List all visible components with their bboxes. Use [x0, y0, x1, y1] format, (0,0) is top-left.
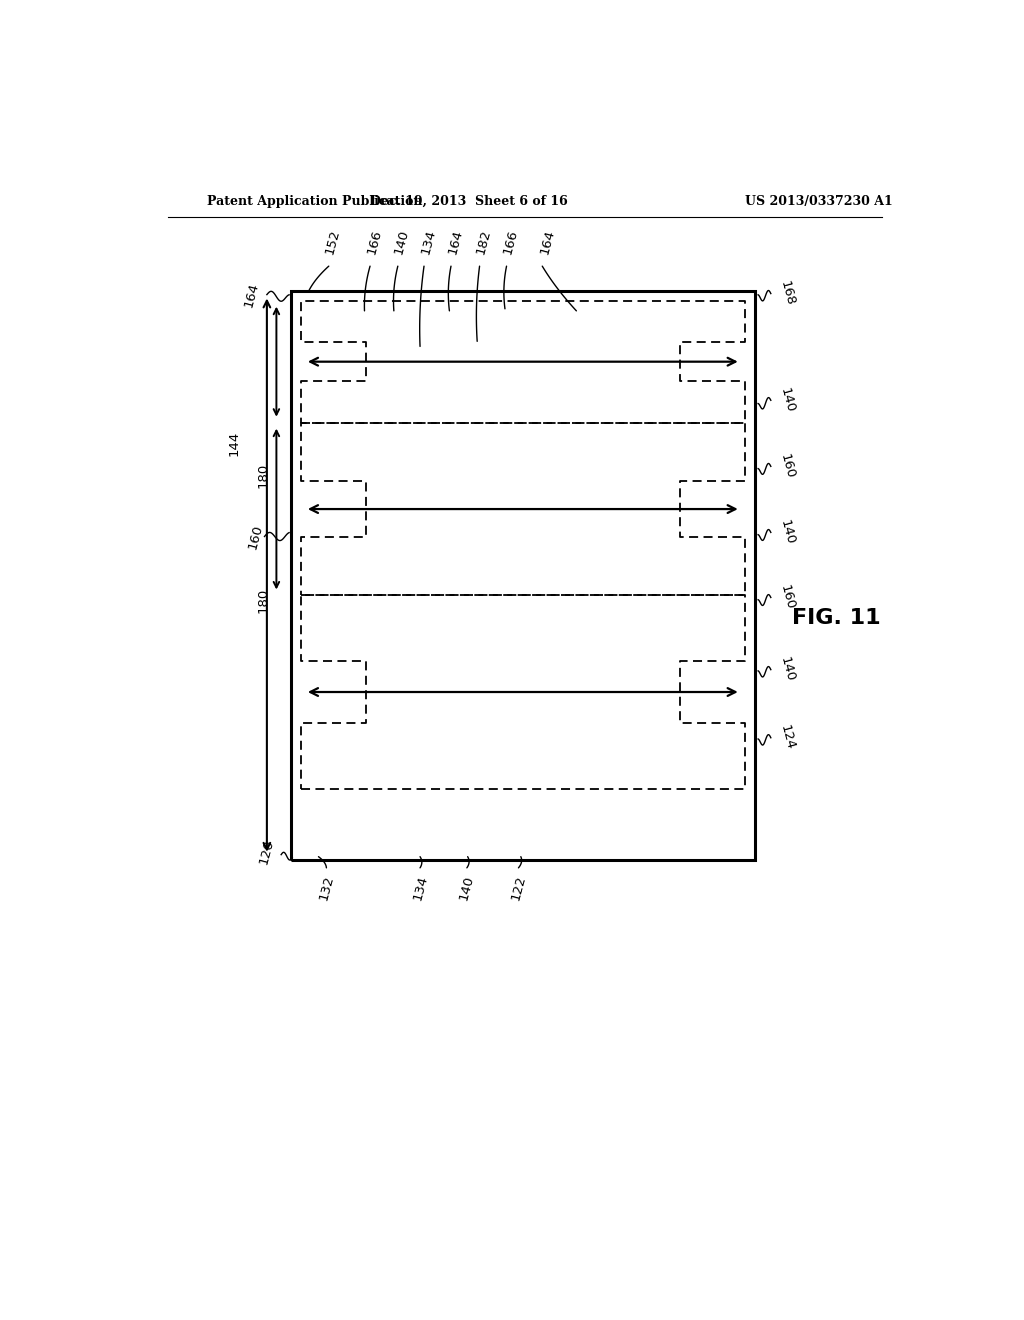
Text: 140: 140: [777, 656, 797, 684]
Text: 164: 164: [538, 228, 557, 256]
Text: 166: 166: [501, 228, 520, 256]
Text: 144: 144: [227, 430, 241, 455]
Text: 132: 132: [316, 874, 336, 902]
Text: 164: 164: [445, 228, 465, 256]
Text: 182: 182: [474, 228, 494, 256]
Text: 120: 120: [257, 838, 276, 866]
Text: 134: 134: [419, 228, 437, 256]
Text: 124: 124: [777, 723, 797, 751]
Text: 160: 160: [246, 523, 264, 550]
Text: 134: 134: [411, 874, 430, 902]
Text: 140: 140: [777, 387, 797, 414]
Text: 140: 140: [458, 874, 476, 902]
Text: Dec. 19, 2013  Sheet 6 of 16: Dec. 19, 2013 Sheet 6 of 16: [371, 194, 568, 207]
Text: 180: 180: [256, 463, 269, 488]
Text: FIG. 11: FIG. 11: [793, 607, 881, 628]
Text: 140: 140: [777, 519, 797, 546]
Text: 166: 166: [365, 228, 384, 256]
Text: 140: 140: [392, 228, 412, 256]
Text: 164: 164: [243, 281, 261, 309]
Text: 180: 180: [256, 587, 269, 614]
Text: 168: 168: [777, 280, 797, 308]
Text: 160: 160: [777, 453, 797, 480]
Text: Patent Application Publication: Patent Application Publication: [207, 194, 423, 207]
Text: 122: 122: [509, 874, 528, 902]
Text: 152: 152: [324, 228, 342, 256]
Text: 160: 160: [777, 583, 797, 611]
Text: US 2013/0337230 A1: US 2013/0337230 A1: [744, 194, 892, 207]
